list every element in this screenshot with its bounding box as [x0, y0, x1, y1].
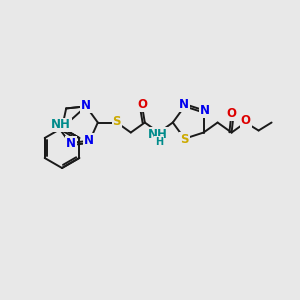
Text: N: N — [66, 137, 76, 150]
Text: N: N — [200, 104, 210, 117]
Text: S: S — [180, 133, 189, 146]
Text: O: O — [138, 98, 148, 111]
Text: H: H — [155, 136, 163, 146]
Text: N: N — [178, 98, 189, 111]
Text: S: S — [112, 115, 121, 128]
Text: O: O — [241, 114, 250, 127]
Text: O: O — [226, 107, 237, 120]
Text: N: N — [81, 99, 91, 112]
Text: N: N — [84, 134, 94, 147]
Text: NH: NH — [51, 118, 71, 131]
Text: NH: NH — [148, 128, 168, 141]
